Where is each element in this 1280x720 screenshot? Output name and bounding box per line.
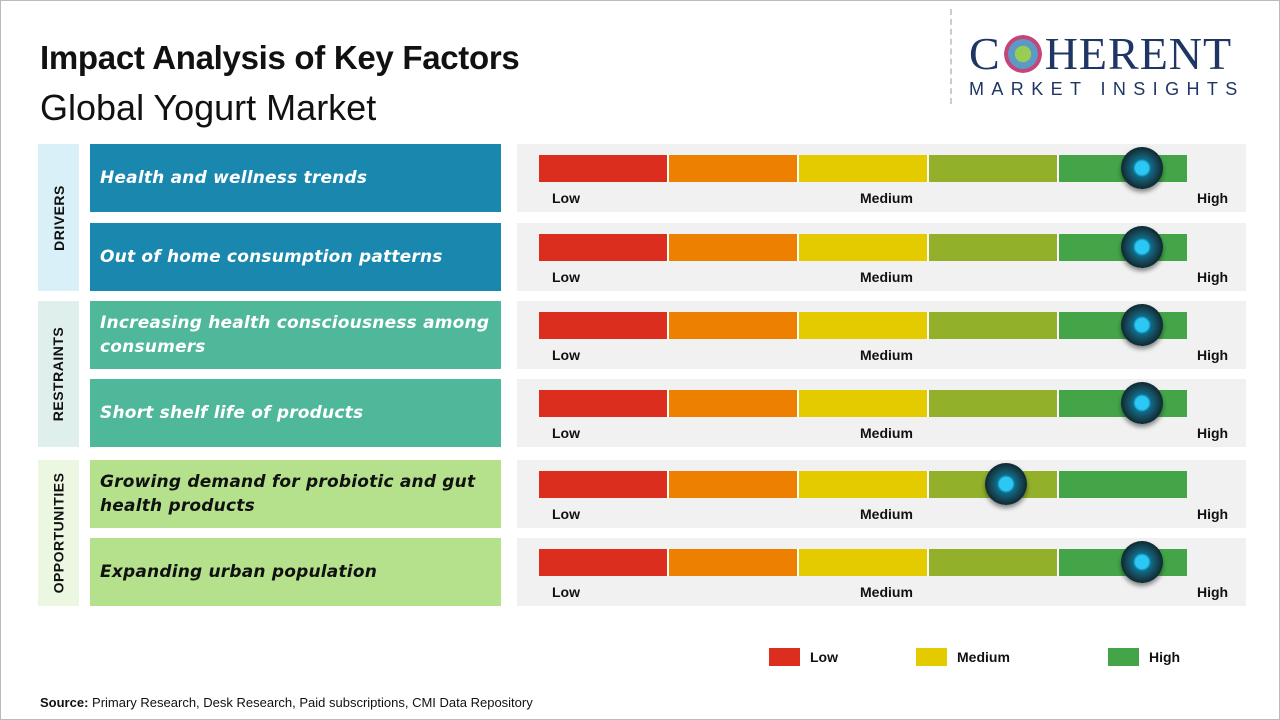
gauge-segment [539, 234, 669, 261]
scale-label-high: High [1197, 190, 1229, 206]
gauge-segment [799, 234, 929, 261]
page-subtitle: Global Yogurt Market [40, 87, 377, 128]
impact-indicator-knob [1120, 147, 1163, 189]
factor-label: Growing demand for probiotic and gut hea… [90, 460, 501, 528]
impact-indicator-knob [1120, 541, 1163, 583]
gauge-segment [929, 390, 1059, 417]
source-text: Primary Research, Desk Research, Paid su… [88, 695, 533, 710]
gauge-segment [929, 234, 1059, 261]
legend-item-low: Low [769, 648, 838, 666]
legend-swatch [1108, 648, 1139, 666]
gauge-segment [799, 471, 929, 498]
scale-label-low: Low [552, 190, 580, 206]
impact-gauge: Low Medium High [517, 223, 1246, 291]
factor-label: Short shelf life of products [90, 379, 501, 447]
gauge-segment [539, 549, 669, 576]
gauge-segment [539, 312, 669, 339]
gauge-segment [669, 312, 799, 339]
gauge-segment [799, 155, 929, 182]
scale-label-low: Low [552, 269, 580, 285]
legend-item-high: High [1108, 648, 1180, 666]
globe-icon [1003, 35, 1042, 73]
gauge-segment [539, 471, 669, 498]
category-opportunities: OPPORTUNITIES [38, 460, 79, 606]
gauge-segment [669, 471, 799, 498]
impact-indicator-knob [1120, 382, 1163, 424]
gauge-bar [539, 312, 1187, 339]
source-prefix: Source: [40, 695, 89, 710]
factor-label: Increasing health consciousness among co… [90, 301, 501, 369]
scale-label-medium: Medium [860, 190, 913, 206]
gauge-bar [539, 155, 1187, 182]
gauge-segment [669, 155, 799, 182]
gauge-segment [539, 390, 669, 417]
category-label: OPPORTUNITIES [50, 472, 67, 594]
impact-indicator-knob [1120, 226, 1163, 268]
scale-label-high: High [1197, 347, 1229, 363]
legend-label: Low [810, 649, 838, 665]
gauge-segment [799, 312, 929, 339]
gauge-segment [669, 234, 799, 261]
gauge-bar [539, 471, 1187, 498]
factor-label: Out of home consumption patterns [90, 223, 501, 291]
company-logo: C HERENT MARKET INSIGHTS [969, 28, 1245, 100]
gauge-bar [539, 234, 1187, 261]
scale-label-high: High [1197, 506, 1229, 522]
category-label: RESTRAINTS [50, 326, 67, 422]
gauge-segment [669, 549, 799, 576]
scale-label-medium: Medium [860, 269, 913, 285]
impact-gauge: Low Medium High [517, 460, 1246, 528]
factor-label: Health and wellness trends [90, 144, 501, 212]
page-title: Impact Analysis of Key Factors [40, 39, 520, 76]
legend-label: Medium [957, 649, 1010, 665]
gauge-bar [539, 549, 1187, 576]
gauge-segment [929, 549, 1059, 576]
gauge-segment [929, 155, 1059, 182]
factor-label: Expanding urban population [90, 538, 501, 606]
scale-label-medium: Medium [860, 425, 913, 441]
gauge-bar [539, 390, 1187, 417]
impact-gauge: Low Medium High [517, 538, 1246, 606]
legend-label: High [1149, 649, 1181, 665]
impact-indicator-knob [1120, 304, 1163, 346]
legend-item-medium: Medium [916, 648, 1010, 666]
legend-swatch [769, 648, 800, 666]
scale-label-high: High [1197, 425, 1229, 441]
scale-label-medium: Medium [860, 347, 913, 363]
scale-label-medium: Medium [860, 506, 913, 522]
scale-label-high: High [1197, 269, 1229, 285]
gauge-segment [929, 312, 1059, 339]
impact-gauge: Low Medium High [517, 144, 1246, 212]
gauge-segment [799, 390, 929, 417]
scale-label-low: Low [552, 506, 580, 522]
divider [950, 9, 952, 104]
gauge-segment [669, 390, 799, 417]
impact-gauge: Low Medium High [517, 301, 1246, 369]
scale-label-low: Low [552, 347, 580, 363]
scale-label-low: Low [552, 425, 580, 441]
source-note: Source: Primary Research, Desk Research,… [40, 695, 533, 710]
scale-label-high: High [1197, 584, 1229, 600]
impact-gauge: Low Medium High [517, 379, 1246, 447]
gauge-segment [799, 549, 929, 576]
category-restraints: RESTRAINTS [38, 301, 79, 447]
scale-label-medium: Medium [860, 584, 913, 600]
impact-indicator-knob [984, 463, 1027, 505]
legend-swatch [916, 648, 947, 666]
gauge-segment [539, 155, 669, 182]
scale-label-low: Low [552, 584, 580, 600]
gauge-segment [1059, 471, 1187, 498]
category-label: DRIVERS [50, 184, 67, 251]
category-drivers: DRIVERS [38, 144, 79, 291]
